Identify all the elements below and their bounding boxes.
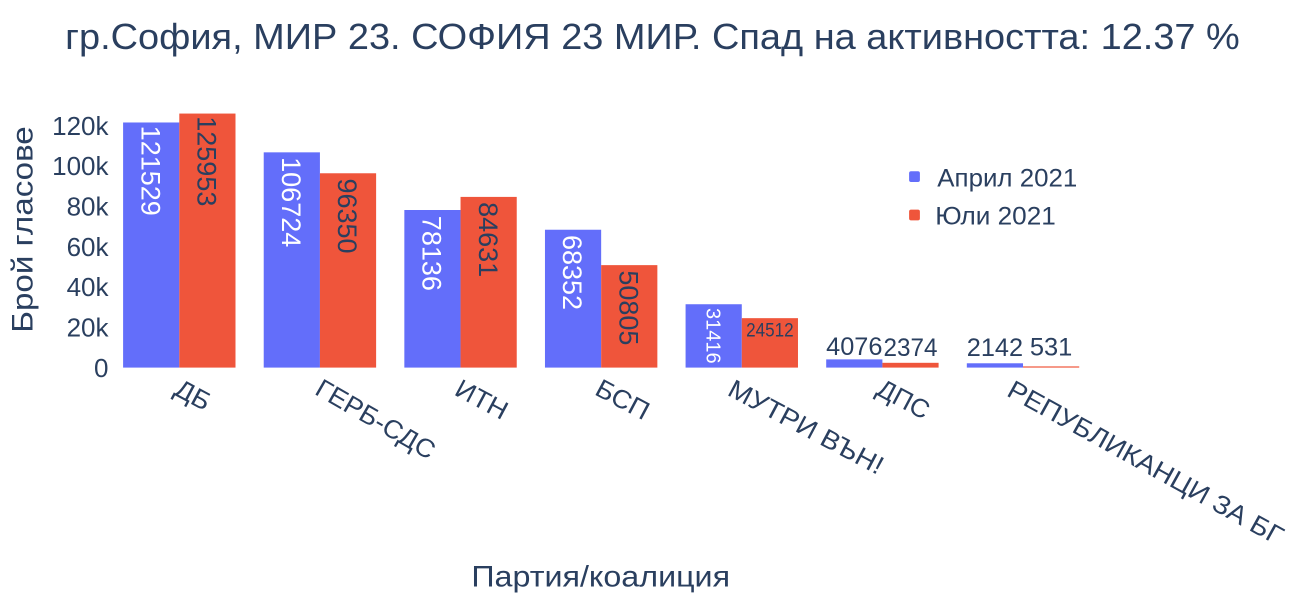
svg-text:50805: 50805	[613, 270, 643, 345]
svg-text:гр.София, МИР 23. СОФИЯ 23 МИР: гр.София, МИР 23. СОФИЯ 23 МИР. Спад на …	[65, 16, 1240, 57]
svg-text:125953: 125953	[192, 116, 222, 206]
svg-text:78136: 78136	[417, 216, 447, 291]
svg-text:106724: 106724	[276, 157, 306, 247]
svg-text:2142: 2142	[967, 334, 1023, 362]
svg-text:24512: 24512	[746, 321, 794, 342]
svg-text:4076: 4076	[826, 333, 882, 361]
svg-text:Юли 2021: Юли 2021	[935, 203, 1055, 231]
svg-text:68352: 68352	[557, 235, 587, 310]
svg-text:80k: 80k	[67, 192, 110, 222]
svg-text:60k: 60k	[67, 232, 110, 262]
svg-text:531: 531	[1030, 333, 1073, 361]
svg-text:20k: 20k	[67, 313, 110, 343]
svg-text:31416: 31416	[701, 308, 723, 364]
svg-text:40k: 40k	[67, 272, 110, 302]
svg-text:0: 0	[94, 353, 108, 383]
svg-text:100k: 100k	[52, 151, 109, 181]
svg-text:84631: 84631	[473, 202, 503, 277]
svg-text:Партия/коалиция: Партия/коалиция	[471, 561, 730, 594]
svg-text:2374: 2374	[884, 334, 938, 362]
svg-text:96350: 96350	[332, 178, 362, 253]
svg-text:Април 2021: Април 2021	[937, 165, 1077, 193]
svg-text:120k: 120k	[52, 111, 109, 141]
svg-text:Брой гласове: Брой гласове	[7, 126, 40, 333]
svg-text:121529: 121529	[135, 126, 165, 216]
